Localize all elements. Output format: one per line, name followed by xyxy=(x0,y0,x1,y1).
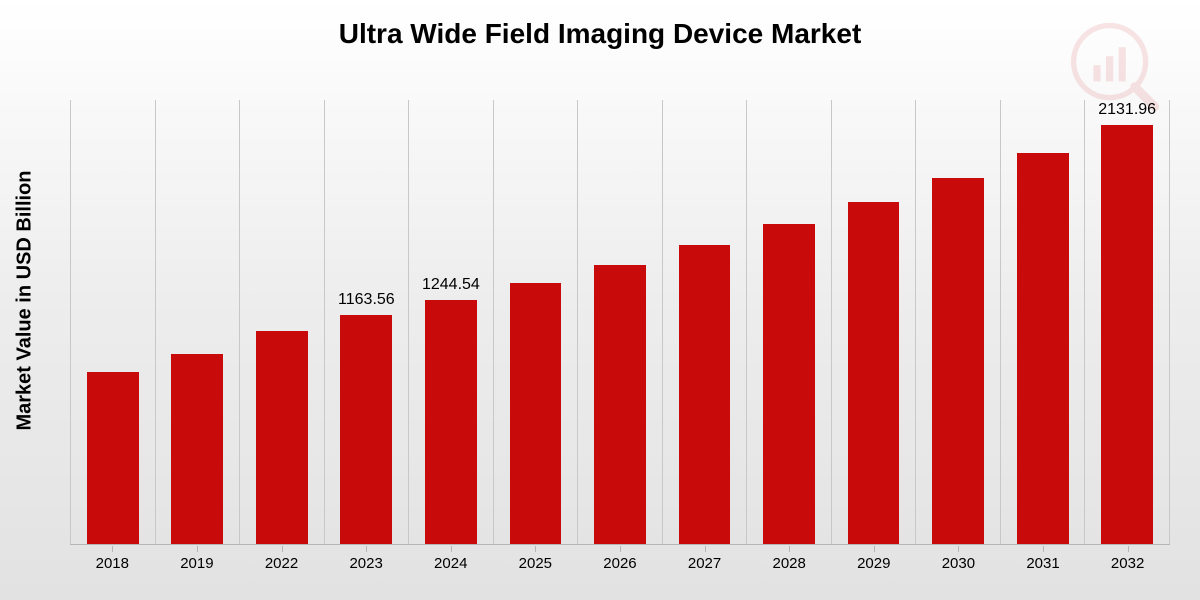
bar xyxy=(763,224,815,544)
x-axis-category-label: 2029 xyxy=(831,555,916,572)
x-axis-tick xyxy=(789,546,790,552)
x-axis-category-label: 2018 xyxy=(70,555,155,572)
watermark-logo-icon xyxy=(1070,22,1160,112)
bar xyxy=(171,354,223,544)
x-axis-tick xyxy=(874,546,875,552)
x-axis-category-label: 2026 xyxy=(578,555,663,572)
x-axis-tick xyxy=(282,546,283,552)
bar-slot xyxy=(493,100,578,544)
bar xyxy=(848,202,900,544)
bar xyxy=(679,245,731,544)
plot-area: 1163.56 1244.54 2131.96 xyxy=(70,100,1170,545)
bars-row: 1163.56 1244.54 2131.96 xyxy=(70,100,1170,545)
x-axis-category-label: 2024 xyxy=(408,555,493,572)
y-axis-label-wrap: Market Value in USD Billion xyxy=(10,0,40,600)
x-axis-category-label: 2028 xyxy=(747,555,832,572)
x-axis-tick xyxy=(112,546,113,552)
bar-slot xyxy=(831,100,916,544)
x-axis-tick xyxy=(451,546,452,552)
x-axis-tick xyxy=(197,546,198,552)
bar-slot xyxy=(70,100,155,544)
bar-slot xyxy=(746,100,831,544)
bar-slot xyxy=(155,100,240,544)
x-axis-category-label: 2027 xyxy=(662,555,747,572)
bar-slot: 2131.96 xyxy=(1084,100,1170,544)
bar: 2131.96 xyxy=(1101,125,1153,544)
y-axis-label: Market Value in USD Billion xyxy=(14,170,37,430)
x-axis-tick xyxy=(620,546,621,552)
bar xyxy=(932,178,984,544)
bar xyxy=(594,265,646,544)
x-axis-category-label: 2030 xyxy=(916,555,1001,572)
x-axis-tick xyxy=(366,546,367,552)
x-axis-tick xyxy=(1128,546,1129,552)
bar-value-label: 1163.56 xyxy=(338,291,395,309)
bar-slot xyxy=(239,100,324,544)
bar: 1244.54 xyxy=(425,300,477,545)
bar-slot xyxy=(915,100,1000,544)
bar xyxy=(87,372,139,544)
bar-slot xyxy=(1000,100,1085,544)
x-axis-category-label: 2022 xyxy=(239,555,324,572)
x-axis-tick xyxy=(535,546,536,552)
x-axis-labels: 2018201920222023202420252026202720282029… xyxy=(70,555,1170,572)
x-axis-category-label: 2032 xyxy=(1085,555,1170,572)
x-axis-category-label: 2031 xyxy=(1001,555,1086,572)
chart-title: Ultra Wide Field Imaging Device Market xyxy=(0,18,1200,50)
bar-value-label: 1244.54 xyxy=(422,276,480,294)
bar xyxy=(256,331,308,544)
bar-slot: 1163.56 xyxy=(324,100,409,544)
x-axis-category-label: 2025 xyxy=(493,555,578,572)
bar-slot: 1244.54 xyxy=(408,100,493,544)
x-axis-tick xyxy=(1043,546,1044,552)
bar-value-label: 2131.96 xyxy=(1098,101,1156,119)
bar-slot xyxy=(662,100,747,544)
bar: 1163.56 xyxy=(340,315,392,544)
x-axis-tick xyxy=(958,546,959,552)
bar xyxy=(510,283,562,544)
x-axis-ticks xyxy=(70,546,1170,552)
bar-slot xyxy=(577,100,662,544)
x-axis-tick xyxy=(705,546,706,552)
x-axis-category-label: 2023 xyxy=(324,555,409,572)
chart-container: Ultra Wide Field Imaging Device Market M… xyxy=(0,0,1200,600)
bar xyxy=(1017,153,1069,544)
x-axis-category-label: 2019 xyxy=(155,555,240,572)
